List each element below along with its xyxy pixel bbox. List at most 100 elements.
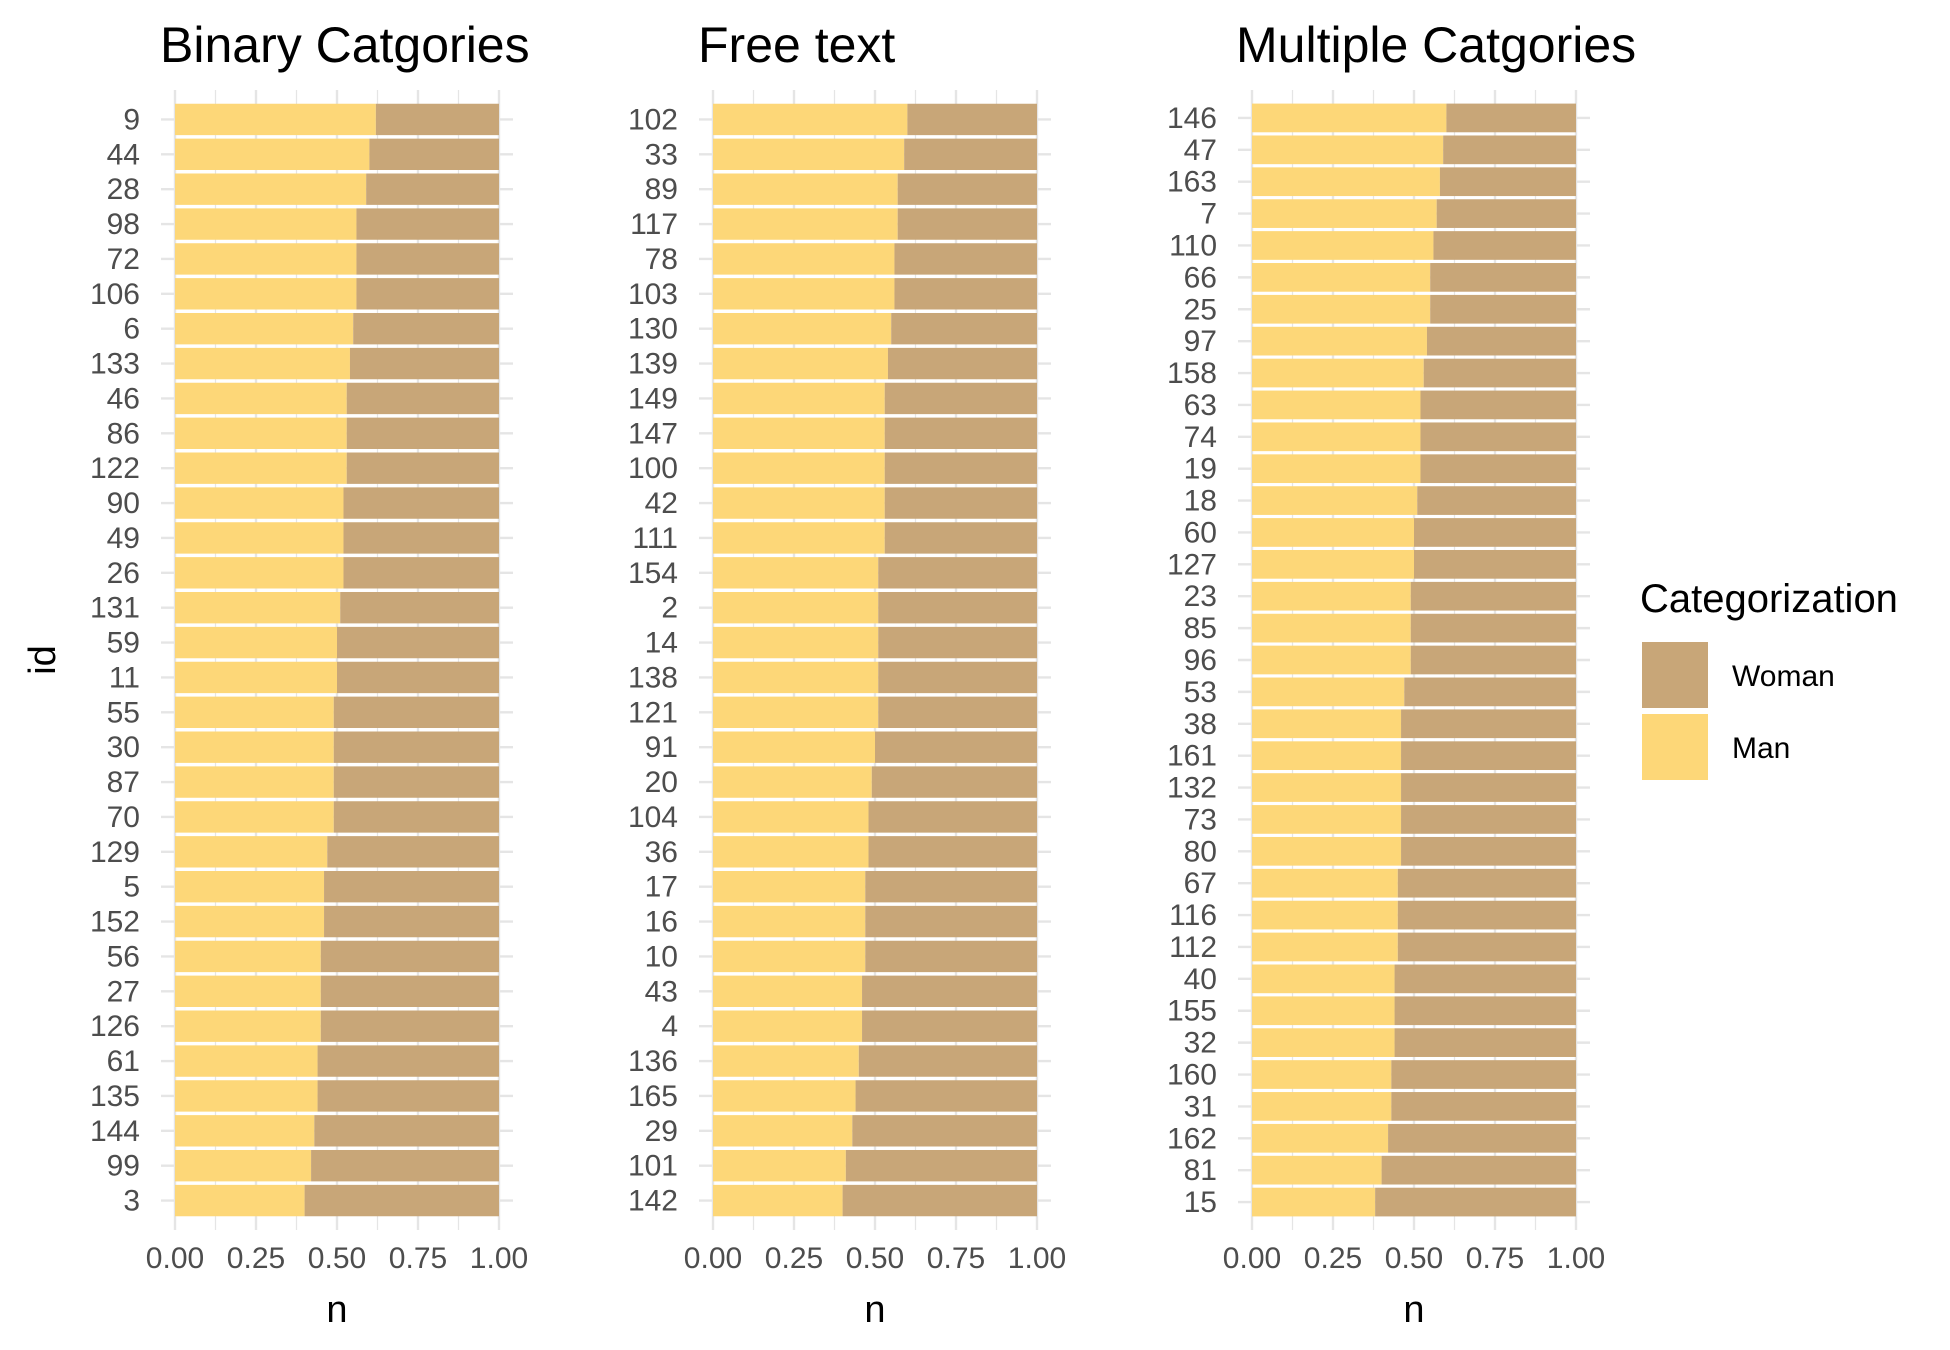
bar-man-127: [1252, 549, 1414, 579]
bar-man-112: [1252, 932, 1398, 962]
bar-man-20: [713, 766, 872, 798]
bar-man-158: [1252, 358, 1424, 388]
x-tick-label: 1.00: [1008, 1242, 1066, 1275]
y-tick-label: 78: [645, 243, 678, 276]
bar-woman-7: [1436, 199, 1576, 228]
y-tick-label: 106: [90, 278, 140, 311]
y-tick-label: 160: [1167, 1059, 1217, 1092]
x-tick-label: 1.00: [470, 1242, 528, 1275]
y-tick-label: 154: [628, 557, 678, 590]
bar-man-43: [713, 975, 863, 1008]
bar-man-122: [175, 452, 347, 484]
y-tick-label: 136: [628, 1045, 678, 1078]
bar-woman-138: [878, 661, 1037, 694]
bar-man-131: [175, 591, 341, 624]
bar-woman-53: [1404, 677, 1576, 707]
y-tick-label: 80: [1184, 835, 1217, 868]
bar-woman-40: [1394, 964, 1576, 994]
bar-woman-152: [324, 905, 499, 938]
bar-woman-110: [1433, 231, 1576, 260]
x-axis-title: n: [864, 1289, 885, 1331]
bar-woman-112: [1397, 932, 1576, 962]
bar-man-5: [175, 870, 325, 903]
y-tick-label: 85: [1184, 612, 1217, 645]
bar-man-104: [713, 801, 869, 833]
y-tick-label: 99: [107, 1150, 140, 1183]
x-tick-label: 1.00: [1547, 1242, 1605, 1275]
bar-woman-23: [1410, 581, 1576, 611]
y-tick-label: 42: [645, 487, 678, 520]
bar-man-146: [1252, 103, 1447, 133]
x-tick-labels: 0.00 0.25 0.50 0.75 1.00: [1223, 1242, 1605, 1275]
bar-man-9: [175, 103, 376, 136]
bar-woman-44: [369, 138, 499, 171]
bar-woman-31: [1391, 1092, 1576, 1121]
x-tick-label: 0.50: [308, 1242, 366, 1275]
y-tick-label: 162: [1167, 1122, 1217, 1155]
bar-woman-89: [897, 173, 1037, 205]
bar-woman-133: [349, 347, 499, 380]
y-tick-label: 96: [1184, 644, 1217, 677]
y-tick-label: 144: [90, 1115, 140, 1148]
y-tick-label: 38: [1184, 708, 1217, 741]
bar-man-74: [1252, 422, 1421, 452]
bar-woman-117: [897, 208, 1037, 240]
bar-woman-136: [858, 1045, 1037, 1077]
y-tick-label: 97: [1184, 325, 1217, 358]
bar-woman-139: [887, 347, 1037, 380]
bar-man-4: [713, 1010, 863, 1042]
bar-man-121: [713, 696, 879, 729]
y-tick-label: 11: [109, 661, 140, 694]
bar-woman-104: [868, 801, 1037, 833]
x-tick-label: 0.25: [1304, 1242, 1362, 1275]
bar-man-101: [713, 1149, 846, 1182]
y-tick-label: 66: [1184, 261, 1217, 294]
y-tick-label: 55: [107, 696, 140, 729]
bar-man-98: [175, 208, 357, 240]
bar-man-14: [713, 626, 879, 659]
bar-man-155: [1252, 996, 1395, 1026]
y-tick-label: 72: [107, 243, 140, 276]
y-tick-label: 111: [632, 522, 678, 555]
y-tick-label: 116: [1169, 899, 1217, 932]
y-tick-label: 74: [1184, 421, 1217, 454]
bar-man-91: [713, 731, 875, 763]
bar-man-17: [713, 870, 866, 903]
bar-woman-25: [1430, 294, 1576, 324]
y-tick-label: 27: [107, 975, 140, 1008]
y-tick-label: 91: [645, 731, 678, 764]
y-tick-label: 29: [645, 1115, 678, 1148]
y-tick-label: 146: [1167, 102, 1217, 135]
chart-panels: 9442898721066133468612290492613159115530…: [22, 17, 1636, 1331]
bar-woman-9: [375, 103, 499, 136]
y-tick-label: 101: [628, 1150, 678, 1183]
bar-woman-144: [314, 1115, 499, 1147]
bar-woman-42: [884, 487, 1037, 519]
bars: [713, 103, 1037, 1217]
x-axis-title: n: [1403, 1289, 1424, 1331]
bar-woman-56: [320, 940, 499, 973]
bar-man-38: [1252, 709, 1402, 739]
y-tick-label: 33: [645, 138, 678, 171]
y-tick-label: 73: [1184, 803, 1217, 836]
bar-man-111: [713, 522, 885, 554]
y-tick-label: 30: [107, 731, 140, 764]
bar-man-161: [1252, 741, 1402, 771]
bar-woman-55: [333, 696, 499, 729]
bar-man-18: [1252, 486, 1418, 515]
bar-man-116: [1252, 900, 1398, 930]
bar-woman-20: [871, 766, 1037, 798]
bar-man-16: [713, 905, 866, 938]
bar-woman-78: [894, 243, 1037, 275]
panel-title: Binary Catgories: [160, 17, 530, 73]
bar-woman-70: [333, 801, 499, 833]
bar-woman-49: [343, 522, 499, 554]
x-tick-label: 0.00: [684, 1242, 742, 1275]
bar-woman-103: [894, 278, 1037, 310]
bar-man-102: [713, 103, 908, 136]
bar-woman-61: [317, 1045, 499, 1077]
x-axis-title: n: [326, 1289, 347, 1331]
bar-woman-146: [1446, 103, 1576, 133]
bar-woman-15: [1375, 1187, 1576, 1217]
bar-woman-147: [884, 417, 1037, 450]
